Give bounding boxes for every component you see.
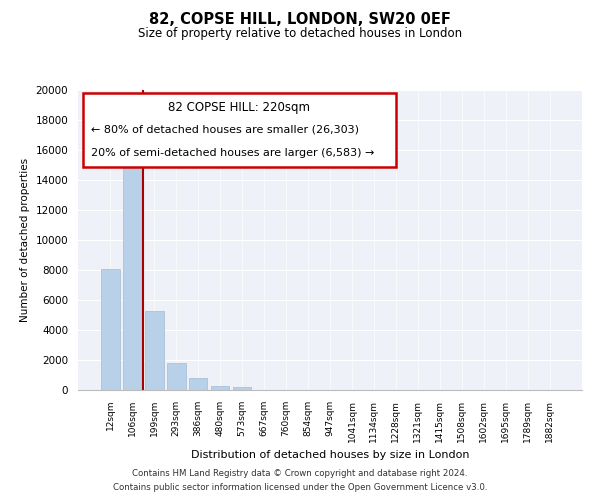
Bar (101, 268, 119, 390)
Text: 82 COPSE HILL: 220sqm: 82 COPSE HILL: 220sqm (168, 100, 310, 114)
Text: 82, COPSE HILL, LONDON, SW20 0EF: 82, COPSE HILL, LONDON, SW20 0EF (149, 12, 451, 28)
Text: Size of property relative to detached houses in London: Size of property relative to detached ho… (138, 28, 462, 40)
Bar (167, 363, 185, 390)
Text: ← 80% of detached houses are smaller (26,303): ← 80% of detached houses are smaller (26… (91, 124, 359, 134)
Text: 20% of semi-detached houses are larger (6,583) →: 20% of semi-detached houses are larger (… (91, 148, 374, 158)
Bar (211, 386, 229, 390)
Bar (123, 142, 142, 390)
X-axis label: Distribution of detached houses by size in London: Distribution of detached houses by size … (191, 450, 469, 460)
Y-axis label: Number of detached properties: Number of detached properties (20, 158, 30, 322)
FancyBboxPatch shape (83, 93, 395, 166)
Text: Contains HM Land Registry data © Crown copyright and database right 2024.: Contains HM Land Registry data © Crown c… (132, 468, 468, 477)
Bar (189, 378, 208, 390)
Bar (145, 310, 164, 390)
Bar (233, 387, 251, 390)
Text: Contains public sector information licensed under the Open Government Licence v3: Contains public sector information licen… (113, 484, 487, 492)
